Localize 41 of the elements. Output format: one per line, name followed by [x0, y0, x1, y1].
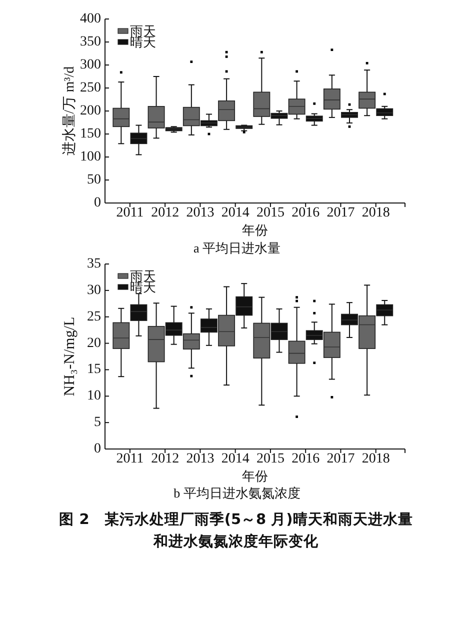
y-tick-label: 100 — [80, 150, 101, 164]
y-tick-label: 15 — [87, 362, 101, 378]
x-axis-title: 年份 — [242, 222, 268, 238]
caption: 图 2 某污水处理厂雨季(5～8 月)晴天和雨天进水量 — [59, 511, 413, 528]
x-axis-title: 年份 — [242, 468, 268, 484]
y-tick-label: 150 — [80, 126, 101, 142]
x-tick-label: 2014 — [221, 452, 250, 466]
text: a 平均日进水量 — [193, 240, 281, 256]
y-tick-label: 5 — [94, 415, 101, 430]
y-tick-label: 10 — [87, 388, 101, 404]
y-tick-label: 400 — [80, 12, 101, 26]
y-tick-label: 25 — [87, 309, 101, 324]
y-tick-label: 0 — [94, 196, 101, 210]
y-tick-label: 20 — [87, 336, 101, 351]
x-tick-label: 2013 — [186, 206, 214, 220]
x-tick-label: 2015 — [256, 452, 284, 466]
x-tick-label: 2012 — [151, 206, 180, 220]
y-tick-label: 35 — [87, 256, 101, 272]
x-tick-label: 2015 — [256, 206, 284, 220]
y-axis-title: 进水量/万 m³/d — [62, 66, 78, 156]
text: 和进水氨氮浓度年际变化 — [152, 532, 320, 550]
x-tick-label: 2014 — [221, 206, 250, 220]
x-tick-label: 2018 — [362, 452, 390, 466]
x-tick-label: 2016 — [292, 452, 320, 466]
x-tick-label: 2018 — [362, 206, 390, 220]
text: b 平均日进水氨氮浓度 — [174, 486, 300, 500]
y-tick-label: 50 — [87, 172, 101, 188]
y-tick-label: 30 — [87, 282, 101, 298]
y-tick-label: 250 — [80, 80, 101, 96]
x-tick-label: 2011 — [116, 452, 144, 466]
x-tick-label: 2011 — [116, 206, 144, 220]
x-tick-label: 2012 — [151, 452, 180, 466]
x-tick-label: 2017 — [326, 452, 355, 466]
y-tick-label: 300 — [80, 58, 101, 72]
x-tick-label: 2016 — [292, 206, 320, 220]
y-tick-label: 0 — [94, 442, 101, 456]
y-axis-title: NH₃-N/mg/L — [62, 316, 78, 396]
y-tick-label: 350 — [80, 34, 101, 50]
y-tick-label: 200 — [80, 104, 101, 118]
x-tick-label: 2017 — [326, 206, 355, 220]
x-tick-label: 2013 — [186, 452, 214, 466]
